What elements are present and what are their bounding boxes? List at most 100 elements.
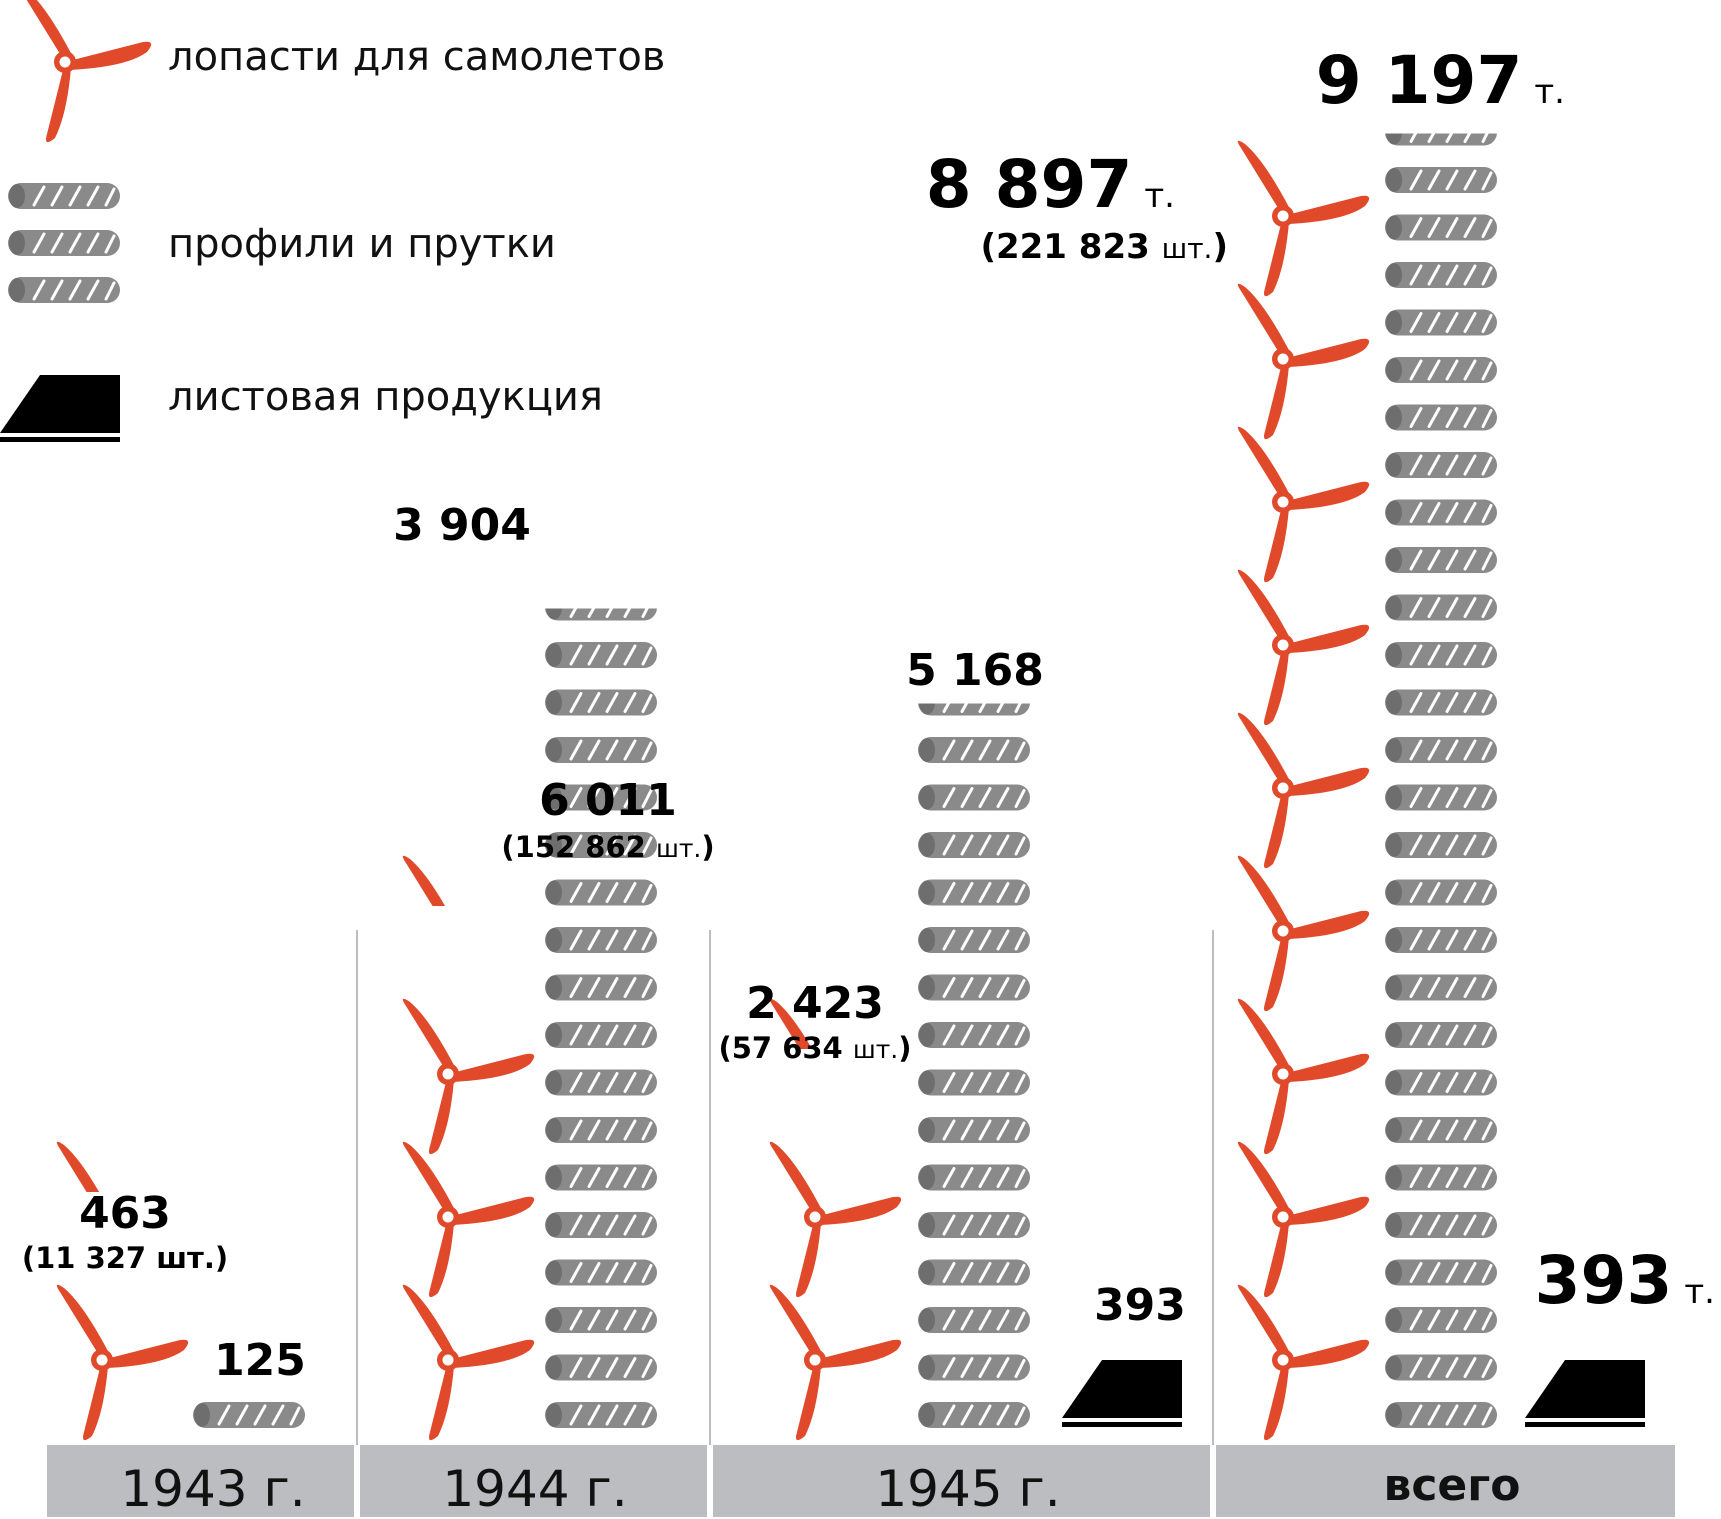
rod-mark (1383, 1163, 1499, 1192)
label-sheets-1945: 393 (1094, 1280, 1186, 1331)
category-label-1945: 1945 г. (875, 1460, 1060, 1518)
legend: лопасти для самолетов профили и прутки л… (0, 0, 665, 442)
propeller-mark-partial (403, 856, 534, 1011)
category-band-1943 (47, 1445, 354, 1517)
rod-mark (1383, 1258, 1499, 1287)
propeller-mark (1237, 283, 1370, 440)
legend-item-blades: лопасти для самолетов (19, 0, 665, 143)
rod-mark (543, 973, 659, 1002)
rod-mark (1383, 688, 1499, 717)
rod-mark (916, 830, 1032, 860)
category-label-1944: 1944 г. (442, 1460, 627, 1518)
rod-mark (916, 1353, 1032, 1382)
propeller-mark (1237, 1284, 1370, 1441)
rod-icon (6, 181, 122, 211)
rod-mark (1383, 260, 1499, 290)
rod-mark (916, 1020, 1032, 1050)
sheet-mark (1525, 1360, 1645, 1427)
rod-mark (916, 1305, 1032, 1335)
rod-mark (916, 973, 1032, 1002)
rod-mark (543, 925, 659, 955)
legend-label-profiles: профили и прутки (168, 221, 556, 267)
rod-mark (543, 1068, 659, 1097)
propeller-mark (1237, 569, 1370, 726)
rod-mark (543, 1258, 659, 1287)
rod-mark (1383, 878, 1499, 907)
value-labels: 463 (11 327 шт.) 125 3 904 6 011 (152 86… (22, 42, 1715, 1386)
rod-mark (1383, 1020, 1499, 1050)
propeller-icon (19, 0, 152, 143)
rod-mark (1383, 925, 1499, 955)
rod-mark (916, 1400, 1032, 1430)
rod-mark (543, 1210, 659, 1240)
rod-mark (1383, 165, 1499, 195)
rod-mark (1383, 545, 1499, 575)
rod-mark (916, 735, 1032, 765)
rod-mark (916, 1210, 1032, 1240)
propeller-mark (402, 1141, 535, 1298)
pieces-blades-1945: (57 634 шт.) (718, 1031, 911, 1065)
rod-mark (543, 735, 659, 765)
rod-mark (543, 1020, 659, 1050)
label-profiles-1945: 5 168 (906, 645, 1044, 696)
label-profiles-1944: 6 011 (539, 775, 677, 826)
rod-mark (543, 1305, 659, 1335)
propeller-mark (1237, 1141, 1370, 1298)
column-dividers (356, 930, 1214, 1445)
rod-mark (1383, 403, 1499, 432)
rod-mark-partial (545, 595, 657, 621)
label-sheets-total: 393 т. (1535, 1242, 1715, 1319)
pieces-profiles-1944: (152 862 шт.) (501, 830, 714, 864)
rod-mark (1383, 213, 1499, 242)
rod-mark (1383, 1400, 1499, 1430)
propeller-mark (1237, 426, 1370, 583)
rod-mark (1383, 1068, 1499, 1097)
label-profiles-total: 9 197 т. (1316, 42, 1565, 119)
rod-mark (543, 1400, 659, 1430)
rod-mark (916, 878, 1032, 907)
rod-mark (543, 1353, 659, 1382)
propeller-mark (1237, 855, 1370, 1012)
category-band-1945 (713, 1445, 1210, 1517)
pieces-blades-1943: (11 327 шт.) (22, 1241, 228, 1275)
pieces-blades-total: (221 823 шт.) (980, 227, 1228, 267)
rod-mark (1383, 973, 1499, 1002)
rod-mark (916, 1258, 1032, 1287)
rod-mark (543, 878, 659, 907)
rod-mark (543, 1115, 659, 1145)
propeller-mark (1237, 998, 1370, 1155)
rod-mark (916, 1115, 1032, 1145)
rod-mark (916, 783, 1032, 812)
propeller-mark (402, 998, 535, 1155)
label-blades-total: 8 897 т. (926, 146, 1175, 223)
rod-icon (6, 275, 122, 305)
rod-mark (916, 1068, 1032, 1097)
rod-mark (543, 688, 659, 717)
propeller-mark (769, 1141, 902, 1298)
rod-mark (1383, 308, 1499, 337)
rod-icon (6, 228, 122, 258)
pictograph-marks (56, 120, 1645, 1441)
rod-mark (1383, 1353, 1499, 1382)
rod-mark (1383, 593, 1499, 622)
rod-mark (1383, 450, 1499, 480)
rod-mark (916, 925, 1032, 955)
propeller-mark (1237, 712, 1370, 869)
rod-mark (1383, 1305, 1499, 1335)
rod-mark (543, 640, 659, 670)
rod-mark (1383, 640, 1499, 670)
legend-item-sheets: листовая продукция (0, 374, 603, 442)
propeller-mark (769, 1284, 902, 1441)
rod-mark (916, 1163, 1032, 1192)
rod-mark (1383, 1210, 1499, 1240)
legend-label-blades: лопасти для самолетов (168, 34, 665, 80)
rod-mark (191, 1400, 307, 1430)
rod-mark (1383, 830, 1499, 860)
category-label-1943: 1943 г. (120, 1460, 305, 1518)
rod-mark-partial (1385, 120, 1497, 146)
propeller-mark (56, 1284, 189, 1441)
legend-label-sheets: листовая продукция (168, 374, 603, 420)
rod-mark (1383, 783, 1499, 812)
rod-mark (1383, 1115, 1499, 1145)
